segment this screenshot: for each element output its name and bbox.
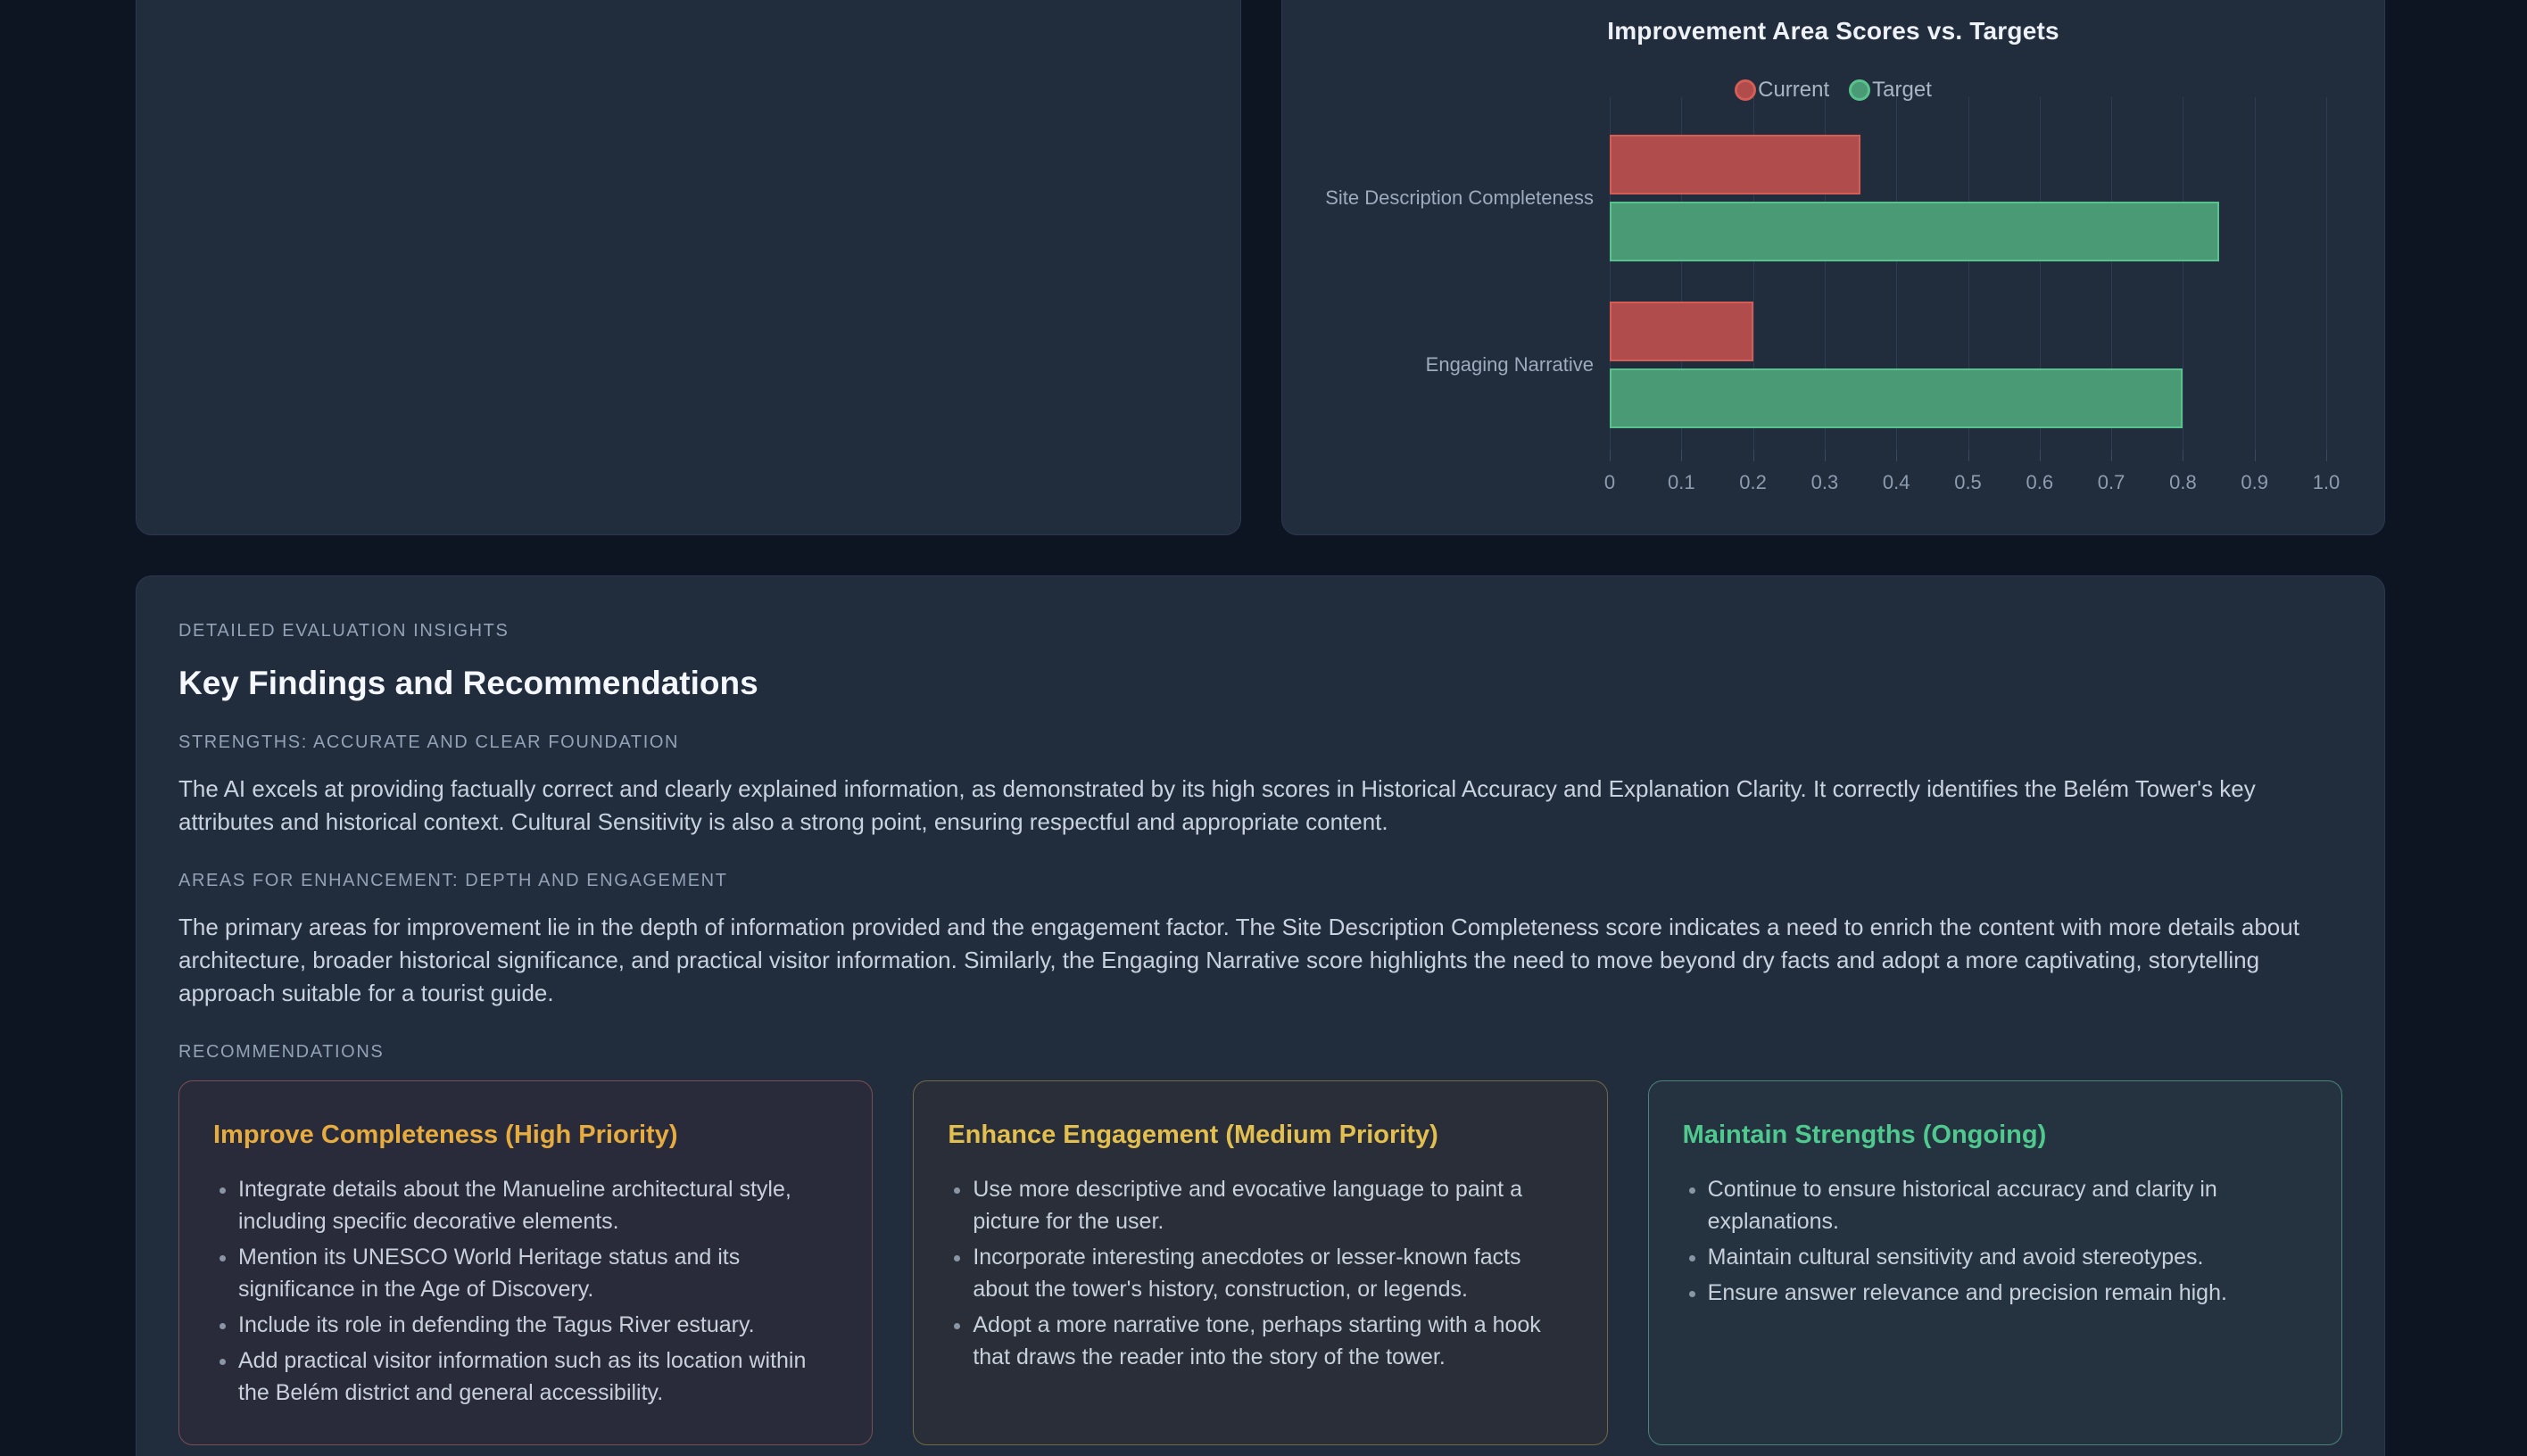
recommendation-card-ongoing: Maintain Strengths (Ongoing) Continue to…	[1647, 1080, 2342, 1445]
x-axis-tick	[1896, 450, 1898, 461]
chart-gridline	[1824, 97, 1826, 450]
strengths-paragraph: The AI excels at providing factually cor…	[178, 775, 2256, 835]
recommendation-bullet: Continue to ensure historical accuracy a…	[1708, 1173, 2307, 1237]
current-legend-dot-icon	[1735, 79, 1757, 101]
recommendation-bullet: Ensure answer relevance and precision re…	[1708, 1277, 2307, 1309]
chart-gridline	[2039, 97, 2041, 450]
recommendation-bullet: Maintain cultural sensitivity and avoid …	[1708, 1241, 2307, 1273]
chart-card: Improvement Area Scores vs. Targets Curr…	[1281, 0, 2385, 535]
recommendations-section-label: RECOMMENDATIONS	[178, 1042, 385, 1062]
category-label: Site Description Completeness	[1325, 186, 1594, 209]
x-axis-tick	[2039, 450, 2041, 461]
x-axis-tick-label: 0.6	[2026, 471, 2054, 493]
x-axis-tick-label: 0.7	[2097, 471, 2125, 493]
recommendation-card-title: Maintain Strengths (Ongoing)	[1682, 1121, 2047, 1149]
x-axis-tick	[1610, 450, 1611, 461]
recommendation-bullet: Mention its UNESCO World Heritage status…	[238, 1241, 838, 1305]
chart-gridline	[2326, 97, 2327, 450]
bar-chart-plot-area: 0 0.1 0.2 0.3 0.4 0.5 0.6 0.7 0.8 0.9 1.0 Site Desc…	[1325, 97, 2340, 493]
chart-gridline	[1968, 97, 1969, 450]
recommendation-bullet-list: Use more descriptive and evocative langu…	[948, 1173, 1572, 1373]
current-bar-1[interactable]	[1610, 302, 1753, 361]
chart-gridline	[1681, 97, 1683, 450]
recommendation-bullet-list: Integrate details about the Manueline ar…	[213, 1173, 838, 1409]
x-axis-tick-label: 1.0	[2312, 471, 2341, 493]
x-axis-tick-label: 0	[1603, 471, 1616, 493]
recommendation-bullet: Use more descriptive and evocative langu…	[973, 1173, 1572, 1237]
x-axis-tick	[2254, 450, 2256, 461]
insights-kicker: DETAILED EVALUATION INSIGHTS	[178, 621, 510, 641]
areas-section-label: AREAS FOR ENHANCEMENT: DEPTH AND ENGAGEM…	[178, 871, 728, 890]
x-axis-tick-label: 0.9	[2241, 471, 2268, 493]
category-label: Engaging Narrative	[1425, 353, 1594, 376]
recommendation-card-high-priority: Improve Completeness (High Priority) Int…	[178, 1080, 874, 1445]
x-axis-tick	[1752, 450, 1754, 461]
target-legend-dot-icon	[1849, 79, 1871, 101]
target-bar-0[interactable]	[1610, 202, 2219, 261]
chart-gridline	[2111, 97, 2113, 450]
x-axis-tick	[1681, 450, 1683, 461]
chart-title: Improvement Area Scores vs. Targets	[1607, 17, 2059, 45]
chart-gridline	[1752, 97, 1754, 450]
x-axis-tick-label: 0.2	[1739, 471, 1767, 493]
x-axis-tick	[2111, 450, 2113, 461]
current-bar-0[interactable]	[1610, 135, 1861, 194]
recommendation-bullet-list: Continue to ensure historical accuracy a…	[1683, 1173, 2307, 1309]
chart-gridline	[1896, 97, 1898, 450]
recommendation-bullet: Add practical visitor information such a…	[238, 1344, 838, 1409]
x-axis-tick	[2326, 450, 2327, 461]
insights-card: DETAILED EVALUATION INSIGHTS Key Finding…	[136, 575, 2385, 1456]
x-axis-tick-label: 0.3	[1810, 471, 1839, 493]
recommendation-card-medium-priority: Enhance Engagement (Medium Priority) Use…	[913, 1080, 1608, 1445]
recommendation-card-title: Improve Completeness (High Priority)	[213, 1121, 678, 1149]
recommendation-bullet: Adopt a more narrative tone, perhaps sta…	[973, 1309, 1572, 1373]
legend-label-target: Target	[1872, 78, 1932, 102]
top-left-card	[136, 0, 1241, 535]
recommendation-bullet: Integrate details about the Manueline ar…	[238, 1173, 838, 1237]
chart-gridline	[2254, 97, 2256, 450]
legend-item-current[interactable]: Current	[1735, 78, 1829, 103]
recommendation-bullet: Include its role in defending the Tagus …	[238, 1309, 838, 1341]
x-axis-tick-label: 0.8	[2169, 471, 2197, 493]
chart-gridline	[1610, 97, 1611, 450]
x-axis-tick-label: 0.4	[1882, 471, 1910, 493]
target-bar-1[interactable]	[1610, 368, 2183, 428]
x-axis-tick	[1968, 450, 1969, 461]
legend-label-current: Current	[1758, 78, 1830, 102]
x-axis-tick-label: 0.1	[1668, 471, 1695, 493]
strengths-section-label: STRENGTHS: ACCURATE AND CLEAR FOUNDATION	[178, 732, 680, 752]
x-axis-tick	[1824, 450, 1826, 461]
recommendation-card-title: Enhance Engagement (Medium Priority)	[948, 1121, 1438, 1149]
legend-item-target[interactable]: Target	[1849, 78, 1932, 103]
chart-legend: Current Target	[1282, 78, 2384, 103]
x-axis-tick-label: 0.5	[1954, 471, 1982, 493]
recommendation-bullet: Incorporate interesting anecdotes or les…	[973, 1241, 1572, 1305]
areas-paragraph: The primary areas for improvement lie in…	[178, 914, 2299, 1006]
recommendations-grid: Improve Completeness (High Priority) Int…	[178, 1080, 2342, 1445]
insights-title: Key Findings and Recommendations	[178, 665, 758, 701]
